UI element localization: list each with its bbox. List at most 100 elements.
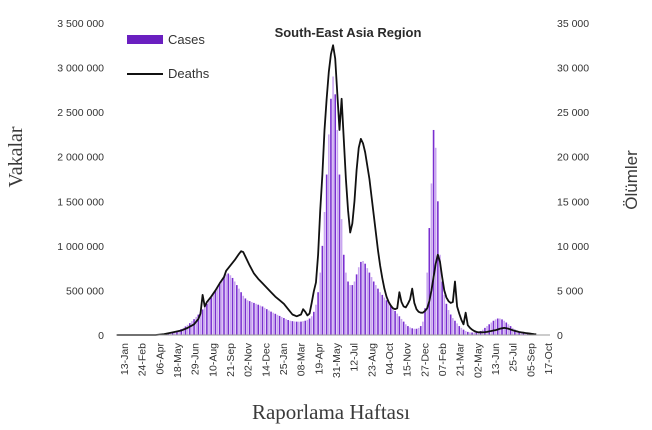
cases-bar: [404, 324, 407, 335]
x-tick-label: 12-Jul: [349, 343, 361, 372]
cases-bar: [212, 294, 215, 335]
cases-bar: [407, 326, 409, 335]
cases-bar: [439, 254, 441, 335]
cases-bar: [276, 314, 279, 335]
cases-bar: [398, 316, 401, 335]
cases-bar: [456, 323, 458, 335]
cases-bar: [182, 327, 185, 335]
cases-bar: [236, 285, 238, 335]
cases-bar: [199, 312, 202, 335]
x-tick-label: 13-Jan: [119, 343, 131, 375]
cases-bar: [289, 320, 292, 335]
y-tick-label: 0: [98, 330, 104, 342]
cases-bar: [287, 320, 289, 335]
x-tick-label: 17-Oct: [543, 343, 555, 375]
cases-bar: [240, 292, 242, 335]
cases-bar: [167, 333, 170, 335]
cases-bar: [518, 331, 520, 335]
cases-bar: [321, 245, 324, 335]
y2-tick-label: 5 000: [557, 285, 583, 297]
x-tick-label: 25-Jan: [278, 343, 290, 375]
cases-bar: [387, 302, 390, 335]
cases-bar: [263, 307, 266, 335]
cases-bar: [306, 319, 309, 335]
cases-bar: [272, 312, 274, 335]
cases-bar: [447, 310, 450, 335]
cases-bar: [449, 314, 452, 335]
x-tick-label: 07-Feb: [437, 343, 449, 376]
x-tick-label: 21-Mar: [455, 343, 467, 377]
cases-bar: [308, 318, 311, 335]
y-tick-label: 1 000 000: [57, 241, 104, 253]
deaths-line: [117, 44, 537, 336]
y-tick-label: 3 500 000: [57, 18, 104, 30]
cases-bar: [313, 311, 315, 335]
cases-bar: [319, 272, 322, 335]
cases-bar: [310, 316, 313, 335]
cases-bar: [402, 321, 405, 335]
cases-bar: [298, 321, 300, 335]
cases-bar: [349, 285, 351, 335]
cases-bar: [231, 277, 234, 335]
cases-bar: [342, 254, 345, 335]
x-tick-label: 14-Dec: [260, 343, 272, 377]
cases-bar: [197, 314, 200, 335]
cases-bar: [353, 281, 356, 335]
cases-bar: [304, 320, 307, 335]
cases-bar: [338, 174, 341, 335]
cases-bar: [176, 331, 178, 335]
cases-bar: [351, 285, 354, 335]
cases-bar: [300, 321, 302, 335]
cases-bar: [411, 328, 413, 335]
cases-bar: [454, 320, 456, 335]
cases-bar: [330, 98, 332, 336]
cases-bar: [434, 147, 437, 335]
cases-bar: [514, 329, 516, 335]
cases-bar: [336, 129, 339, 335]
x-tick-label: 27-Dec: [419, 343, 431, 377]
y-tick-label: 2 500 000: [57, 107, 104, 119]
y2-tick-label: 20 000: [557, 152, 589, 164]
cases-bar: [522, 333, 525, 335]
cases-bar: [268, 310, 270, 335]
cases-bar: [460, 327, 463, 335]
cases-bar: [437, 201, 439, 335]
y-tick-label: 2 000 000: [57, 152, 104, 164]
cases-bar: [291, 321, 294, 335]
cases-bar: [422, 321, 424, 335]
cases-bar: [203, 306, 206, 335]
cases-bar: [302, 321, 304, 335]
y2-tick-label: 0: [557, 330, 563, 342]
cases-bar: [526, 333, 529, 335]
x-axis-ticks: 13-Jan 24-Feb 06-Apr 18-May 29-Jun 10-Aug 21-S…: [119, 342, 555, 378]
x-axis-label: Raporlama Haftası: [252, 400, 410, 424]
cases-bar: [524, 333, 527, 335]
cases-bar: [188, 323, 191, 335]
cases-bar: [366, 268, 369, 335]
cases-bar: [270, 311, 272, 335]
legend-deaths-label: Deaths: [168, 66, 210, 81]
cases-bar: [486, 326, 488, 335]
cases-bar: [413, 328, 416, 335]
y-tick-label: 1 500 000: [57, 196, 104, 208]
cases-bar: [195, 316, 197, 335]
cases-bar: [201, 309, 204, 335]
cases-bar: [229, 275, 232, 335]
cases-bar: [452, 318, 454, 335]
cases-bar: [242, 295, 245, 335]
cases-bar: [180, 329, 183, 335]
cases-bar: [334, 94, 337, 335]
cases-bar: [340, 219, 343, 335]
y2-tick-label: 25 000: [557, 107, 589, 119]
cases-bar: [368, 272, 371, 335]
cases-bar: [244, 298, 247, 335]
y2-tick-label: 15 000: [557, 196, 589, 208]
cases-bar: [520, 332, 523, 335]
legend: Cases Deaths: [127, 32, 210, 81]
cases-bar: [278, 315, 281, 335]
cases-bar: [332, 76, 334, 336]
cases-bar: [227, 273, 230, 335]
x-tick-label: 02-Nov: [243, 342, 255, 377]
cases-bar: [469, 332, 471, 335]
cases-bar: [501, 319, 503, 335]
